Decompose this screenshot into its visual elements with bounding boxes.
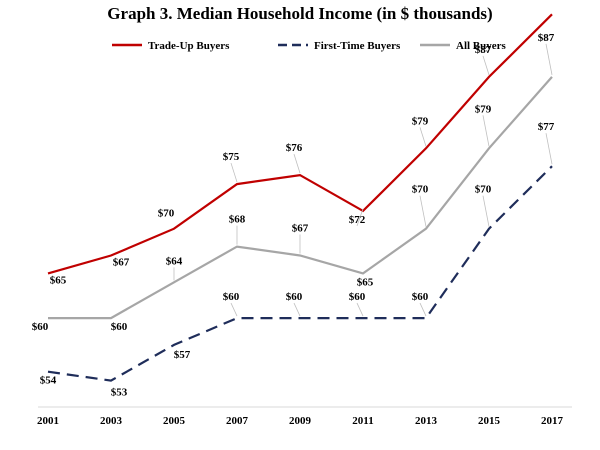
x-tick-label: 2001 (37, 415, 59, 427)
x-tick-label: 2015 (478, 415, 501, 427)
data-label: $68 (229, 214, 246, 226)
data-label: $70 (412, 184, 429, 196)
label-leader-line (545, 133, 553, 165)
x-tick-label: 2003 (100, 415, 123, 427)
series-lines (47, 13, 553, 382)
label-leader-line (482, 55, 490, 75)
chart-title: Graph 3. Median Household Income (in $ t… (107, 4, 493, 23)
data-label: $54 (40, 375, 57, 387)
data-label: $60 (286, 291, 303, 303)
label-leader-line (356, 208, 364, 226)
label-leader-line (230, 162, 238, 183)
data-label: $60 (349, 291, 366, 303)
legend-label: First-Time Buyers (314, 40, 401, 52)
data-label: $75 (223, 151, 240, 163)
data-label: $87 (475, 44, 492, 56)
data-label: $64 (166, 255, 183, 267)
x-tick-label: 2009 (289, 415, 312, 427)
label-leader-line (419, 195, 427, 227)
data-label: $79 (475, 103, 492, 115)
data-label: $65 (357, 276, 374, 288)
label-leader-lines (173, 43, 553, 317)
data-label: $60 (32, 321, 49, 333)
data-label: $94 (538, 0, 555, 1)
legend-label: Trade-Up Buyers (148, 40, 230, 52)
data-label: $76 (286, 142, 303, 154)
label-leader-line (293, 302, 301, 317)
label-leader-line (419, 302, 427, 317)
series-line (48, 76, 553, 320)
x-tick-label: 2013 (415, 415, 438, 427)
label-leader-line (419, 127, 427, 147)
legend: Trade-Up Buyers First-Time Buyers All Buye… (112, 40, 507, 52)
label-leader-line (482, 195, 490, 227)
label-leader-line (482, 115, 490, 147)
label-leader-line (293, 154, 301, 174)
data-label: $70 (475, 184, 492, 196)
x-axis-tick-labels: 2001 2003 2005 2007 2009 2011 2013 2015 2017 (37, 415, 564, 427)
label-leader-line (545, 43, 553, 75)
label-leader-line (230, 302, 238, 317)
data-label: $79 (412, 115, 429, 127)
label-leader-line (356, 302, 364, 317)
data-label: $60 (412, 291, 429, 303)
x-tick-label: 2017 (541, 415, 564, 427)
data-label: $67 (113, 257, 130, 269)
data-label: $67 (292, 223, 309, 235)
series-line (47, 13, 553, 275)
data-label: $70 (158, 208, 175, 220)
data-label: $72 (349, 214, 366, 226)
series-line (47, 165, 553, 382)
data-label: $57 (174, 349, 191, 361)
data-label: $53 (111, 387, 128, 399)
data-label: $87 (538, 32, 555, 44)
x-tick-label: 2007 (226, 415, 249, 427)
data-label: $65 (50, 274, 67, 286)
data-labels: $65 $67 $70 $75 $76 $72 $79 $87 $94 $54 $53 $57 $60 $… (32, 0, 555, 399)
data-label: $60 (111, 321, 128, 333)
legend-label: All Buyers (456, 40, 507, 52)
x-tick-label: 2005 (163, 415, 186, 427)
data-label: $60 (223, 291, 240, 303)
x-tick-label: 2011 (352, 415, 373, 427)
data-label: $77 (538, 121, 555, 133)
